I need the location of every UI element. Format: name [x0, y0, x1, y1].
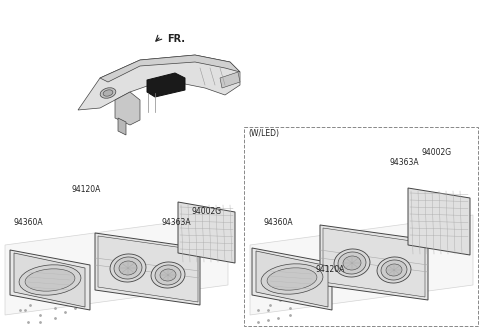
Polygon shape [323, 228, 425, 297]
Polygon shape [250, 215, 473, 315]
Text: 94120A: 94120A [72, 185, 101, 194]
Bar [244, 127, 478, 326]
Ellipse shape [151, 262, 185, 288]
Polygon shape [10, 250, 90, 310]
Ellipse shape [386, 264, 402, 276]
Polygon shape [95, 233, 200, 305]
Polygon shape [147, 73, 185, 97]
Ellipse shape [19, 265, 81, 295]
Text: 94120A: 94120A [315, 265, 344, 274]
Ellipse shape [25, 269, 75, 291]
Text: 94002G: 94002G [192, 207, 222, 216]
Polygon shape [408, 188, 470, 255]
Ellipse shape [334, 249, 370, 277]
Polygon shape [256, 251, 328, 307]
Ellipse shape [338, 252, 366, 274]
Text: 94360A: 94360A [264, 218, 294, 227]
Polygon shape [14, 253, 85, 307]
Polygon shape [98, 236, 198, 302]
Polygon shape [220, 72, 240, 88]
Polygon shape [178, 202, 235, 263]
Ellipse shape [103, 90, 113, 96]
Ellipse shape [267, 268, 317, 290]
Ellipse shape [160, 269, 176, 281]
Text: 94002G: 94002G [422, 148, 452, 157]
Polygon shape [320, 225, 428, 300]
Ellipse shape [114, 257, 142, 279]
Polygon shape [118, 118, 126, 135]
Text: 94363A: 94363A [162, 218, 192, 227]
Ellipse shape [343, 256, 361, 270]
Text: 94363A: 94363A [390, 158, 420, 167]
Polygon shape [78, 55, 240, 110]
Ellipse shape [377, 257, 411, 283]
Text: FR.: FR. [167, 34, 185, 44]
Ellipse shape [110, 254, 146, 282]
Text: (W/LED): (W/LED) [248, 129, 279, 138]
Ellipse shape [155, 265, 181, 285]
Text: 94360A: 94360A [14, 218, 44, 227]
Polygon shape [252, 248, 332, 310]
Ellipse shape [261, 264, 323, 294]
Polygon shape [115, 92, 140, 125]
Polygon shape [5, 215, 228, 315]
Ellipse shape [119, 261, 137, 275]
Ellipse shape [381, 260, 407, 280]
Polygon shape [100, 55, 240, 82]
Ellipse shape [100, 88, 116, 98]
